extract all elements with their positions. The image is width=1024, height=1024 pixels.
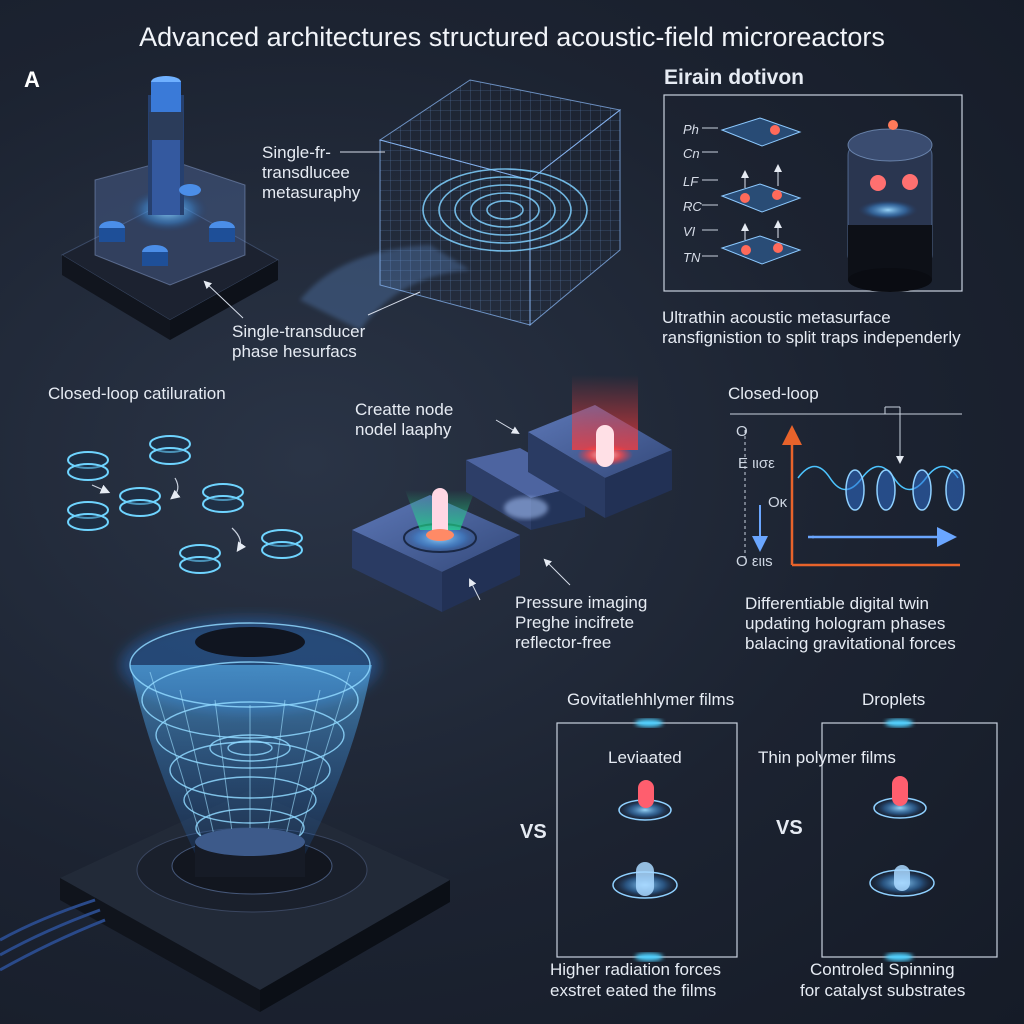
top-right-heading: Eirain dotivon [664,66,805,89]
compare-left-top-label: Govitatlehhlymer films [567,690,735,709]
top-left-label-b-2: phase hesurfacs [232,342,357,361]
mid-left-heading: Closed-loop catiluration [48,384,226,403]
row-label-vi: VI [683,224,696,239]
graph-axis-label-3: Oκ [768,494,788,511]
mid-right-caption-2: updating hologram phases [745,614,946,633]
transducer-device-illustration [60,76,280,340]
label-pointers [203,151,421,319]
mid-center-label-a-2: nodel laaphy [355,420,452,439]
center-arrows [469,419,571,601]
compare-left-sub-label: Leviaated [608,748,682,767]
trap-splitting-panel [663,94,963,292]
top-right-caption-2: ransfignistion to split traps independer… [662,328,961,347]
graph-axis-label-4: O ειιs [736,553,773,570]
compare-right-caption-1: Controled Spinning [810,960,955,979]
mid-center-label-b-1: Pressure imaging [515,593,648,612]
top-left-label-a-1: Single-fr- [262,143,331,162]
mid-center-label-b-2: Preghe incifrete [515,613,635,632]
compare-right-caption-2: for catalyst substrates [800,981,966,1000]
mid-right-caption-3: balacing gravitational forces [745,634,956,653]
compare-right-top-label: Droplets [862,690,926,709]
top-right-caption-1: Ultrathin acoustic metasurface [662,308,891,327]
graph-axis-label-2: E ιισε [738,455,775,472]
compare-left-vs: VS [520,821,547,843]
mid-center-label-a-1: Creatte node [355,400,454,419]
row-label-cn: Cn [683,146,700,161]
digital-twin-graph [730,406,965,567]
compare-left-caption-1: Higher radiation forces [550,960,722,979]
graph-axis-label-1: O [736,423,748,440]
row-label-ph: Ph [683,122,699,137]
pressure-imaging-blocks [352,375,672,612]
ring-arrows [91,477,247,552]
comparison-panels [556,719,998,961]
mid-right-caption-1: Differentiable digital twin [745,594,929,613]
figure-title: Advanced architectures structured acoust… [139,22,885,52]
row-label-tn: TN [683,250,701,265]
compare-right-sub-label: Thin polymer films [758,748,896,767]
top-left-label-b-1: Single-transducer [232,322,366,341]
row-label-lf: LF [683,174,699,189]
top-left-label-a-2: transdlucee [262,163,350,182]
compare-left-caption-2: exstret eated the films [550,981,717,1000]
row-label-rc: RC [683,199,702,214]
top-left-label-a-3: metasuraphy [262,183,361,202]
panel-label: A [24,67,40,92]
metasurface-wireframe-box [300,79,622,330]
compare-right-vs: VS [776,817,803,839]
mid-center-label-b-3: reflector-free [515,633,612,652]
acoustic-cone-transducer [0,617,450,1012]
closed-loop-ring-array [67,435,303,574]
mid-right-heading: Closed-loop [728,384,819,403]
